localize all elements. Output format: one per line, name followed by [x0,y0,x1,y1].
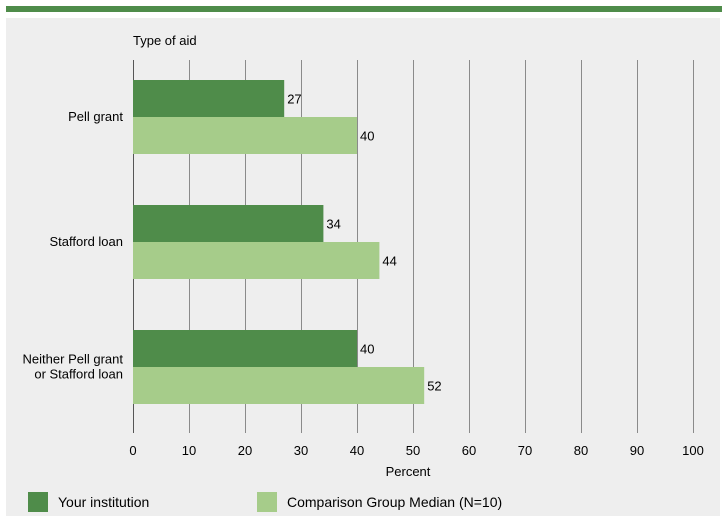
category-label-3: Neither Pell grant or Stafford loan [23,352,124,382]
bar-your-institution-3 [133,330,357,367]
x-tick-label-70: 70 [518,443,532,458]
category-label-line: Stafford loan [50,234,123,249]
x-tick-label-40: 40 [350,443,364,458]
category-label-1: Pell grant [68,109,123,124]
bar-your-institution-2 [133,205,324,242]
bar-chart: Type of aid Percent 0 10 20 30 40 50 60 70 80 90 1… [23,33,704,479]
legend-item-your-institution: Your institution [28,492,149,512]
bar-comparison-2 [133,242,380,279]
data-label-your-institution-1: 27 [287,92,301,107]
header-rule [6,6,722,12]
x-tick-label-100: 100 [682,443,704,458]
x-tick-label-10: 10 [182,443,196,458]
category-label-line: or Stafford loan [34,367,123,382]
data-label-comparison-3: 52 [427,379,441,394]
data-label-your-institution-3: 40 [360,342,374,357]
legend-item-comparison: Comparison Group Median (N=10) [257,492,502,512]
x-tick-label-90: 90 [630,443,644,458]
category-label-line: Pell grant [68,109,123,124]
bar-comparison-3 [133,367,425,404]
data-label-comparison-2: 44 [382,254,396,269]
x-tick-label-20: 20 [238,443,252,458]
bar-your-institution-1 [133,80,285,117]
x-tick-label-50: 50 [406,443,420,458]
legend-label-comparison: Comparison Group Median (N=10) [287,494,503,510]
legend-swatch-comparison [257,492,277,512]
y-axis-title: Type of aid [133,33,197,48]
category-label-2: Stafford loan [50,234,123,249]
x-tick-label-30: 30 [294,443,308,458]
data-label-your-institution-2: 34 [326,217,340,232]
legend: Your institution Comparison Group Median… [0,490,724,516]
legend-swatch-your-institution [28,492,48,512]
legend-label-your-institution: Your institution [58,494,150,510]
x-tick-label-80: 80 [574,443,588,458]
x-tick-label-60: 60 [462,443,476,458]
bar-comparison-1 [133,117,357,154]
data-label-comparison-1: 40 [360,129,374,144]
x-axis-label: Percent [386,464,431,479]
x-tick-label-0: 0 [129,443,136,458]
category-label-line: Neither Pell grant [23,352,124,367]
